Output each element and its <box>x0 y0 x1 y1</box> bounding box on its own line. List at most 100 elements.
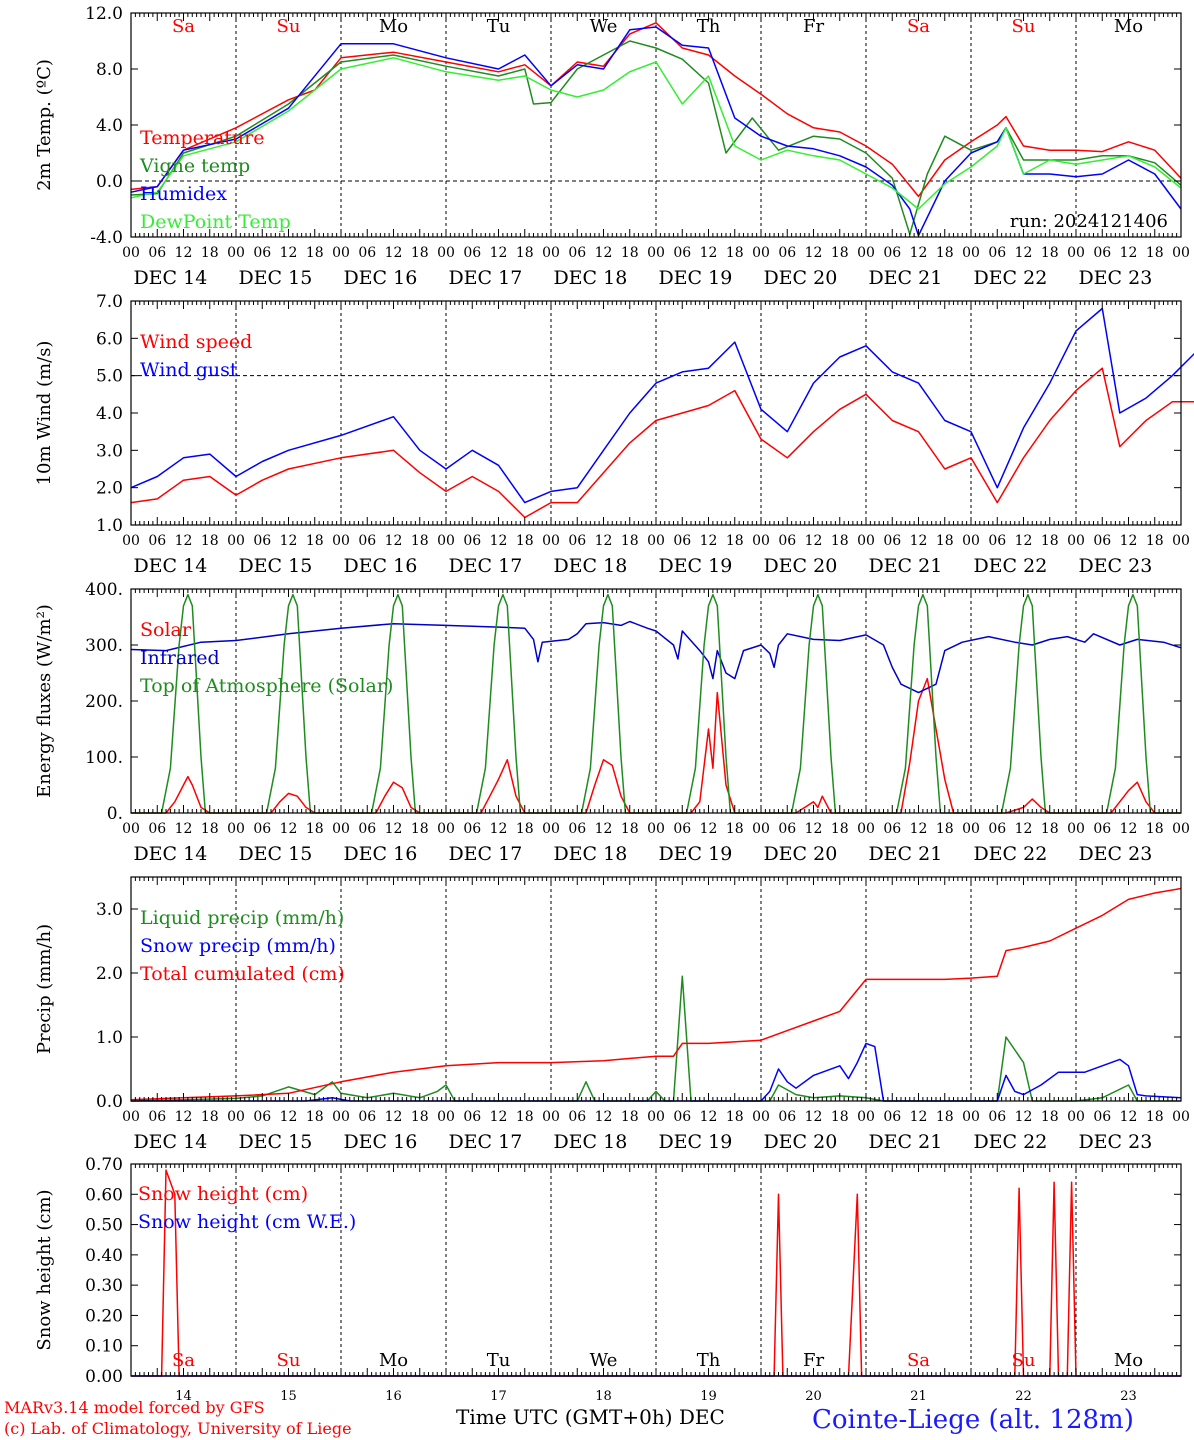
y-tick-label: 5.0 <box>96 367 123 387</box>
legend-entry: Temperature <box>140 127 264 149</box>
hour-tick-label: 06 <box>778 1109 796 1125</box>
hour-tick-label: 00 <box>122 1109 140 1125</box>
hour-tick-label: 18 <box>726 1109 744 1125</box>
hour-tick-label: 00 <box>962 821 980 837</box>
hour-tick-label: 00 <box>227 1109 245 1125</box>
date-label: DEC 23 <box>1078 843 1152 865</box>
hour-tick-label: 00 <box>752 1109 770 1125</box>
weekday-label: Fr <box>803 16 824 37</box>
hour-tick-label: 00 <box>962 533 980 549</box>
legend-entry: Total cumulated (cm) <box>140 963 345 985</box>
hour-tick-label: 12 <box>1120 245 1138 261</box>
y-tick-label: 0.20 <box>85 1306 123 1326</box>
day-number: 18 <box>595 1389 612 1404</box>
date-label: DEC 17 <box>448 555 522 577</box>
hour-tick-label: 12 <box>490 1109 508 1125</box>
hour-tick-label: 00 <box>752 821 770 837</box>
hour-tick-label: 18 <box>936 821 954 837</box>
hour-tick-label: 06 <box>148 245 166 261</box>
hour-tick-label: 00 <box>332 1109 350 1125</box>
weekday-label: Sa <box>907 16 930 37</box>
hour-tick-label: 00 <box>437 533 455 549</box>
hour-tick-label: 18 <box>411 245 429 261</box>
day-number: 19 <box>700 1389 717 1404</box>
hour-tick-label: 18 <box>726 533 744 549</box>
weekday-label: Mo <box>1114 1350 1143 1371</box>
hour-tick-label: 18 <box>201 1109 219 1125</box>
date-label: DEC 18 <box>553 1131 627 1153</box>
y-tick-label: 0.40 <box>85 1246 123 1266</box>
hour-tick-label: 18 <box>201 821 219 837</box>
hour-tick-label: 18 <box>726 245 744 261</box>
hour-tick-label: 00 <box>227 245 245 261</box>
hour-tick-label: 18 <box>306 245 324 261</box>
hour-tick-label: 06 <box>358 533 376 549</box>
y-tick-label: 4.0 <box>96 116 123 136</box>
hour-tick-label: 18 <box>831 245 849 261</box>
hour-tick-label: 06 <box>358 1109 376 1125</box>
hour-tick-label: 18 <box>621 533 639 549</box>
date-label: DEC 20 <box>763 555 837 577</box>
hour-tick-label: 00 <box>1067 821 1085 837</box>
y-tick-label: 400. <box>85 580 123 600</box>
hour-tick-label: 06 <box>988 245 1006 261</box>
weekday-label: Tu <box>487 16 511 37</box>
day-number: 17 <box>490 1389 507 1404</box>
hour-tick-label: 12 <box>595 821 613 837</box>
weekday-label: Sa <box>907 1350 930 1371</box>
hour-tick-label: 18 <box>516 533 534 549</box>
date-label: DEC 16 <box>343 1131 417 1153</box>
hour-tick-label: 06 <box>988 821 1006 837</box>
series-vigne-temp <box>130 40 1182 235</box>
weekday-label: We <box>590 16 618 37</box>
hour-tick-label: 12 <box>385 1109 403 1125</box>
series-infrared <box>130 620 1182 694</box>
legend-entry: Vigne temp <box>139 155 250 177</box>
hour-tick-label: 00 <box>647 533 665 549</box>
y-tick-label: 8.0 <box>96 60 123 80</box>
legend-entry: Wind speed <box>140 331 252 353</box>
day-number: 22 <box>1015 1389 1032 1404</box>
hour-tick-label: 00 <box>962 245 980 261</box>
y-tick-label: 0.70 <box>85 1155 123 1175</box>
y-tick-label: 2.0 <box>96 479 123 499</box>
y-tick-label: 6.0 <box>96 329 123 349</box>
hour-tick-label: 06 <box>568 533 586 549</box>
hour-tick-label: 18 <box>411 533 429 549</box>
x-axis-title: Time UTC (GMT+0h) DEC <box>456 1405 725 1429</box>
hour-tick-label: 06 <box>463 533 481 549</box>
station-name: Cointe-Liege (alt. 128m) <box>812 1405 1134 1435</box>
date-label: DEC 16 <box>343 843 417 865</box>
hour-tick-label: 00 <box>437 1109 455 1125</box>
y-axis-title: Energy fluxes (W/m²) <box>34 604 55 798</box>
hour-tick-label: 00 <box>752 245 770 261</box>
y-tick-label: 7.0 <box>96 292 123 312</box>
hour-tick-label: 06 <box>148 1109 166 1125</box>
hour-tick-label: 00 <box>332 821 350 837</box>
date-label: DEC 17 <box>448 843 522 865</box>
hour-tick-label: 06 <box>1093 533 1111 549</box>
series-dewpoint-temp <box>130 57 1182 210</box>
date-label: DEC 15 <box>238 267 312 289</box>
hour-tick-label: 00 <box>437 245 455 261</box>
hour-tick-label: 06 <box>673 1109 691 1125</box>
hour-tick-label: 12 <box>175 821 193 837</box>
date-label: DEC 22 <box>973 555 1047 577</box>
hour-tick-label: 06 <box>148 533 166 549</box>
series-wind-speed <box>130 367 1194 519</box>
hour-tick-label: 00 <box>437 821 455 837</box>
hour-tick-label: 12 <box>805 821 823 837</box>
y-axis-title: Precip (mm/h) <box>34 924 55 1054</box>
hour-tick-label: 12 <box>700 821 718 837</box>
hour-tick-label: 12 <box>280 245 298 261</box>
y-tick-label: 0.10 <box>85 1337 123 1357</box>
hour-tick-label: 12 <box>280 1109 298 1125</box>
weekday-label: Fr <box>803 1350 824 1371</box>
legend-entry: Snow height (cm) <box>138 1183 308 1205</box>
y-tick-label: 12.0 <box>85 4 123 24</box>
hour-tick-label: 18 <box>726 821 744 837</box>
y-tick-label: 0.30 <box>85 1276 123 1296</box>
hour-tick-label: 12 <box>595 245 613 261</box>
hour-tick-label: 18 <box>516 245 534 261</box>
